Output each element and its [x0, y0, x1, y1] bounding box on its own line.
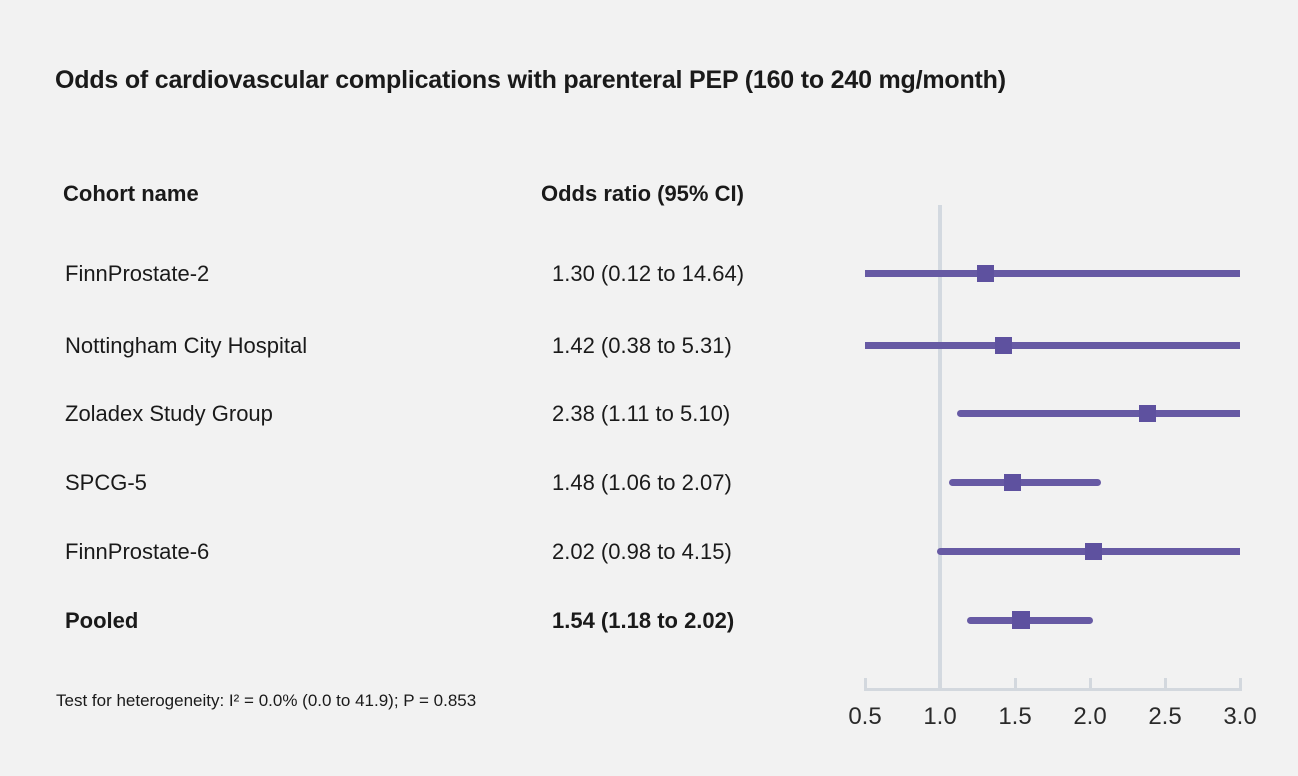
x-axis-line	[864, 688, 1242, 691]
odds-ratio-marker	[1003, 473, 1021, 491]
x-axis-tick-label: 3.0	[1223, 703, 1257, 730]
x-axis-tick-label: 1.0	[923, 703, 957, 730]
odds-ratio-value: 2.02 (0.98 to 4.15)	[552, 539, 732, 564]
x-axis-tick	[864, 678, 867, 689]
x-axis-tick-label: 2.5	[1148, 703, 1182, 730]
cohort-label: Pooled	[65, 608, 139, 633]
column-header-odds-ratio: Odds ratio (95% CI)	[541, 181, 744, 206]
chart-title: Odds of cardiovascular complications wit…	[55, 66, 1006, 94]
cohort-label: FinnProstate-6	[65, 539, 210, 564]
odds-ratio-marker	[976, 264, 994, 282]
confidence-interval-line	[865, 270, 1240, 277]
x-axis-tick-label: 1.5	[998, 703, 1032, 730]
odds-ratio-value: 1.42 (0.38 to 5.31)	[552, 333, 732, 358]
odds-ratio-marker	[994, 336, 1012, 354]
x-axis-tick	[939, 678, 942, 689]
odds-ratio-marker	[1012, 611, 1030, 629]
cohort-label: FinnProstate-2	[65, 261, 210, 286]
confidence-interval-line	[865, 342, 1240, 349]
odds-ratio-marker	[1084, 542, 1102, 560]
odds-ratio-value: 1.54 (1.18 to 2.02)	[552, 608, 735, 633]
heterogeneity-footnote: Test for heterogeneity: I² = 0.0% (0.0 t…	[56, 691, 477, 710]
x-axis-tick	[1089, 678, 1092, 689]
reference-line-or-1	[938, 205, 942, 690]
x-axis-tick-label: 0.5	[848, 703, 882, 730]
column-header-cohort: Cohort name	[63, 181, 199, 206]
odds-ratio-value: 1.30 (0.12 to 14.64)	[552, 261, 745, 286]
cohort-label: Zoladex Study Group	[65, 401, 273, 426]
x-axis-tick	[1164, 678, 1167, 689]
x-axis-tick-label: 2.0	[1073, 703, 1107, 730]
cohort-label: SPCG-5	[65, 470, 147, 495]
confidence-interval-line	[956, 410, 1240, 417]
x-axis-tick	[1239, 678, 1242, 689]
odds-ratio-value: 2.38 (1.11 to 5.10)	[552, 401, 731, 426]
confidence-interval-line	[967, 617, 1093, 624]
odds-ratio-value: 1.48 (1.06 to 2.07)	[552, 470, 732, 495]
odds-ratio-marker	[1138, 404, 1156, 422]
x-axis-tick	[1014, 678, 1017, 689]
cohort-label: Nottingham City Hospital	[65, 333, 308, 358]
confidence-interval-line	[949, 479, 1101, 486]
